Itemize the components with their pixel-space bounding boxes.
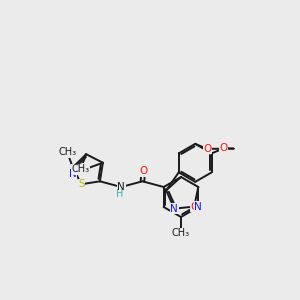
Text: CH₃: CH₃: [72, 164, 90, 174]
Text: O: O: [203, 144, 211, 154]
Text: H: H: [116, 189, 124, 199]
Text: N: N: [117, 182, 125, 192]
Text: O: O: [190, 202, 198, 212]
Text: C: C: [82, 164, 89, 174]
Text: O: O: [139, 166, 147, 176]
Text: N: N: [68, 169, 76, 179]
Text: CH₃: CH₃: [172, 228, 190, 238]
Text: O: O: [220, 143, 228, 153]
Text: S: S: [78, 179, 85, 189]
Text: N: N: [194, 202, 202, 212]
Text: N: N: [170, 204, 178, 214]
Text: CH₃: CH₃: [58, 148, 76, 158]
